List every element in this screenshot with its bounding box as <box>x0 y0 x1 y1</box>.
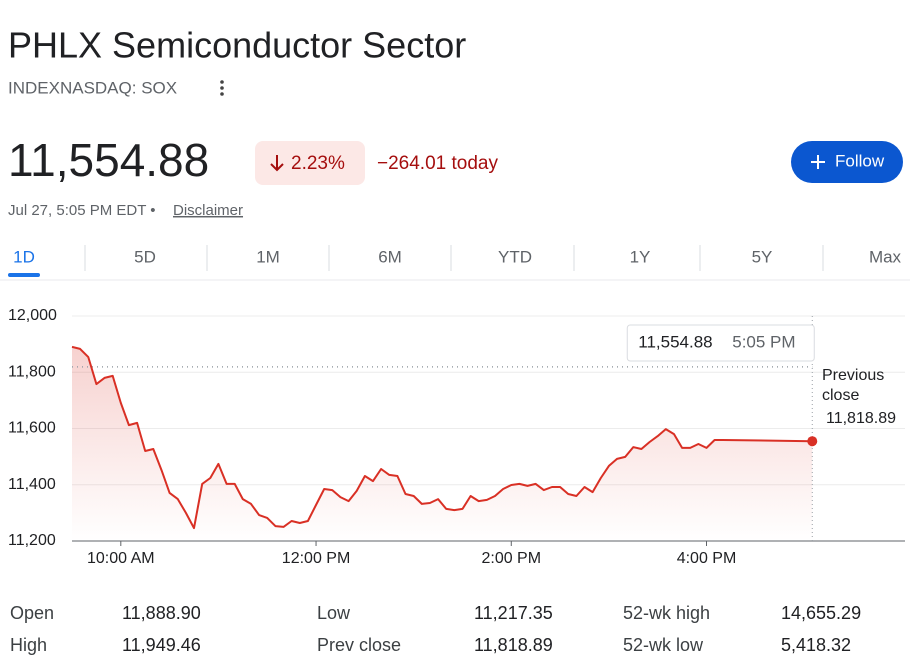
stat-label: Prev close <box>317 635 401 655</box>
last-point <box>807 436 818 447</box>
x-tick-label: 2:00 PM <box>481 550 541 567</box>
disclaimer-link[interactable]: Disclaimer <box>173 202 243 219</box>
prev-close-label: Previous close <box>822 367 885 404</box>
change: −264.01 today <box>377 153 498 174</box>
price: 11,554.88 <box>8 134 209 186</box>
y-tick-label: 11,400 <box>8 476 56 493</box>
chart: 11,200 11,400 11,600 11,800 12,000 10:00 AM 12… <box>8 307 905 567</box>
range-tab[interactable]: 1Y <box>630 247 651 266</box>
y-tick-label: 11,200 <box>8 532 56 549</box>
stat-label: 52-wk low <box>623 635 704 655</box>
timestamp: Jul 27, 5:05 PM EDT • <box>8 202 156 219</box>
tooltip-box <box>626 324 815 362</box>
ticker: INDEXNASDAQ: SOX <box>8 78 177 97</box>
prev-close-label-box: Previous close <box>822 367 885 404</box>
active-tab-indicator <box>8 273 40 277</box>
range-tabs: 1D 5D 1M 6M YTD 1Y 5Y Max <box>13 245 902 271</box>
stat-value: 11,217.35 <box>474 603 553 623</box>
range-tab[interactable]: 6M <box>378 247 402 266</box>
plus-icon <box>811 155 825 169</box>
range-tab[interactable]: YTD <box>498 247 532 266</box>
tooltip-time: 5:05 PM <box>732 332 795 351</box>
tooltip-value: 11,554.88 <box>638 332 712 351</box>
range-tab[interactable]: Max <box>869 247 902 266</box>
change-badge <box>255 141 365 185</box>
stat-value: 11,818.89 <box>474 635 553 655</box>
x-tick-label: 10:00 AM <box>87 550 155 567</box>
range-tab[interactable]: 1M <box>256 247 280 266</box>
stat-label: Open <box>10 603 54 623</box>
follow-button[interactable] <box>791 141 903 183</box>
follow-label[interactable]: Follow <box>835 151 885 170</box>
stat-value: 11,888.90 <box>122 603 201 623</box>
stat-label: 52-wk high <box>623 603 710 623</box>
stat-label: Low <box>317 603 351 623</box>
down-arrow <box>270 155 284 172</box>
stat-label: High <box>10 635 47 655</box>
range-tab[interactable]: 5Y <box>752 247 773 266</box>
y-tick-label: 11,800 <box>8 363 56 380</box>
change-pct: 2.23% <box>291 153 345 174</box>
stat-value: 14,655.29 <box>781 603 861 623</box>
price-line <box>71 345 813 530</box>
stat-value: 11,949.46 <box>122 635 201 655</box>
stats-table: Open 11,888.90 Low 11,217.35 52-wk high 14,65… <box>10 603 861 655</box>
y-tick-label: 12,000 <box>8 307 57 324</box>
more-menu[interactable] <box>220 80 224 96</box>
prev-close-value: 11,818.89 <box>826 410 896 427</box>
range-tab[interactable]: 5D <box>134 247 156 266</box>
range-tab[interactable]: 1D <box>13 247 35 266</box>
line-area <box>72 346 813 541</box>
x-tick-label: 12:00 PM <box>282 550 350 567</box>
x-tick-label: 4:00 PM <box>677 550 737 567</box>
y-tick-label: 11,600 <box>8 420 56 437</box>
stat-value: 5,418.32 <box>781 635 851 655</box>
title: PHLX Semiconductor Sector <box>8 25 466 66</box>
